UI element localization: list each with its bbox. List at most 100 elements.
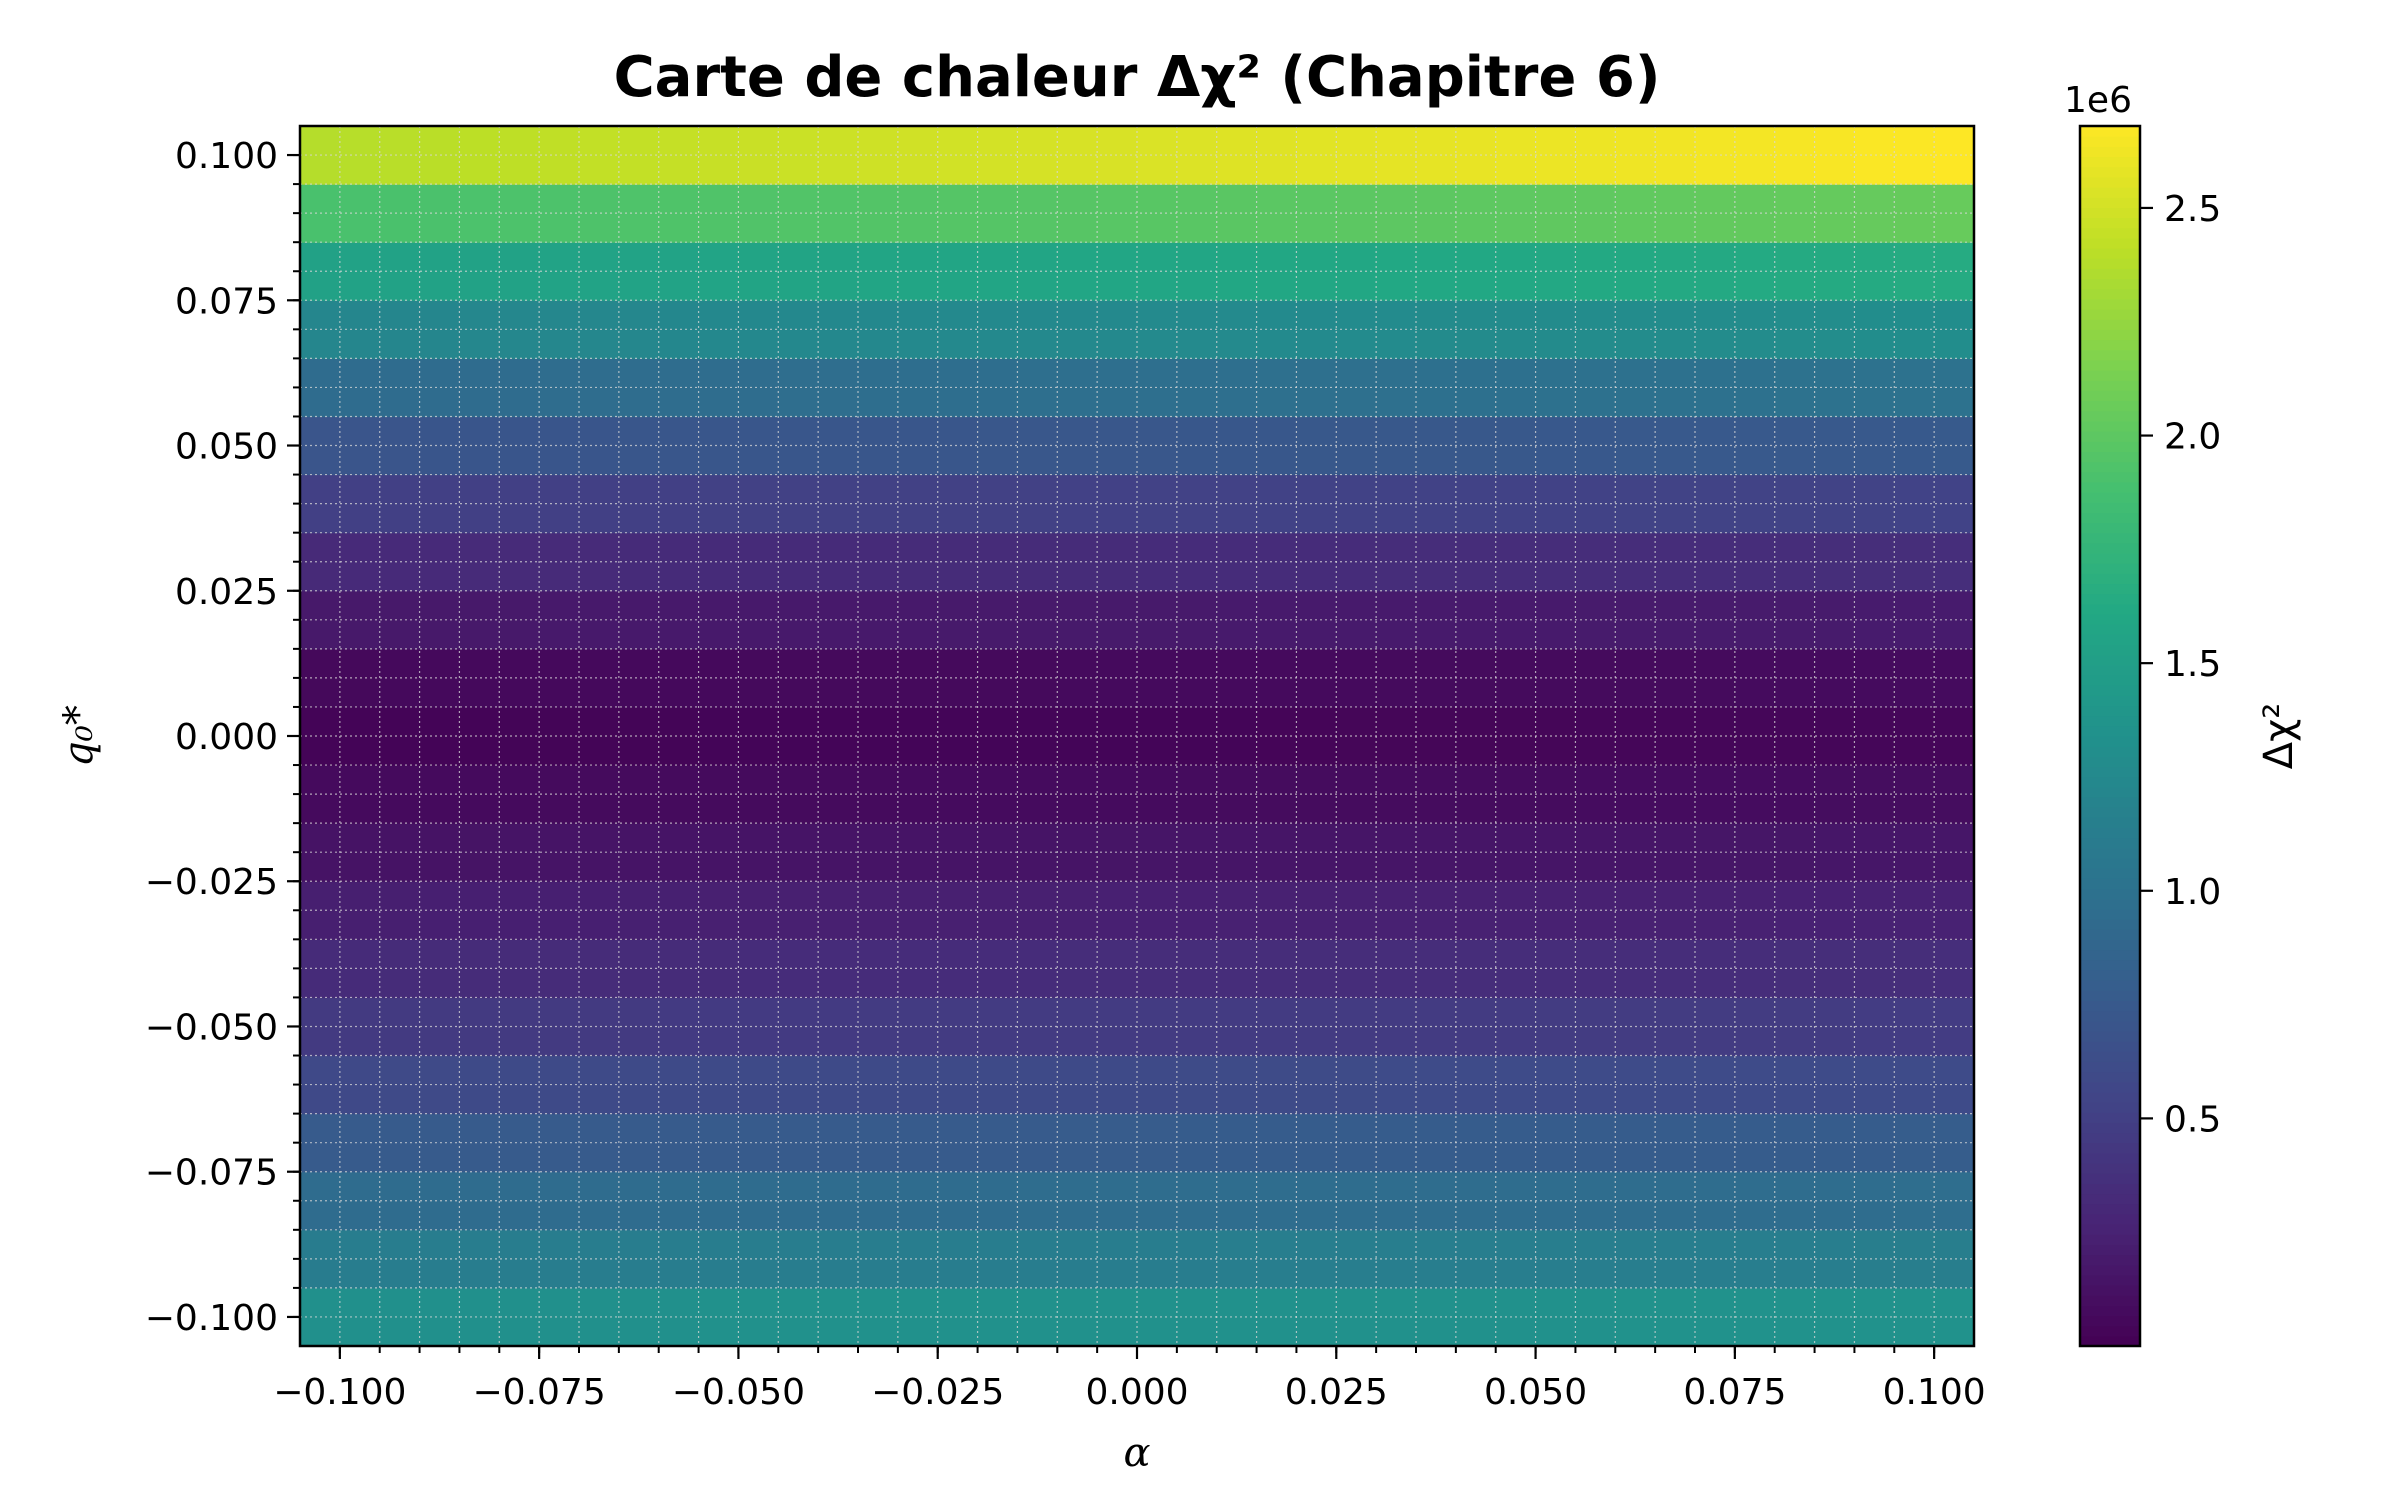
heatmap-cell [618,1171,660,1231]
colorbar-segment [2080,126,2140,137]
heatmap-cell [937,1171,979,1231]
heatmap-cell [778,1229,819,1289]
heatmap-cell [618,823,660,882]
heatmap-cell [818,358,859,418]
colorbar-segment [2080,1000,2140,1012]
y-tick-label: −0.100 [145,1298,278,1339]
heatmap-cell [897,1287,939,1347]
colorbar-segment [2080,624,2140,635]
colorbar-segment [2080,553,2140,564]
heatmap-cell [738,242,779,301]
colorbar-segment [2080,827,2140,839]
heatmap-cell [698,997,740,1057]
colorbar-segment [2080,837,2140,849]
heatmap-cell [778,184,819,243]
colorbar-segment [2080,1234,2140,1245]
colorbar-segment [2080,1244,2140,1256]
colorbar-tick-label: 2.5 [2164,189,2221,230]
colorbar-segment [2080,1112,2140,1123]
colorbar-segment [2080,593,2140,605]
heatmap-cell [897,1229,939,1289]
colorbar-segment [2080,756,2140,768]
heatmap-cell [937,648,979,708]
heatmap-cell [658,706,700,766]
heatmap-cell [698,532,740,592]
colorbar-segment [2080,1122,2140,1134]
colorbar-segment [2080,949,2140,961]
heatmap-cell [698,126,740,185]
heatmap-cell [698,939,740,999]
heatmap-cell [858,1055,899,1115]
colorbar-segment [2080,980,2140,991]
colorbar-segment [2080,644,2140,656]
colorbar-segment [2080,1183,2140,1195]
y-tick-label: 0.075 [175,281,278,322]
heatmap-cell [698,1287,740,1347]
colorbar-segment [2080,1041,2140,1052]
heatmap-cell [897,126,939,185]
y-tick-label: 0.100 [175,136,278,177]
heatmap-cell [778,1171,819,1231]
colorbar-segment [2080,685,2140,696]
colorbar-segment [2080,542,2140,554]
heatmap-cell [738,1055,779,1115]
colorbar-segment [2080,502,2140,513]
heatmap-cell [738,532,779,592]
heatmap-cell [897,765,939,824]
heatmap-cell [937,1113,979,1173]
heatmap-cell [738,126,779,185]
colorbar-segment [2080,1315,2140,1327]
colorbar-segment [2080,1163,2140,1174]
heatmap-cell [658,300,700,359]
colorbar-segment [2080,1132,2140,1144]
heatmap-cell [858,823,899,882]
heatmap-cell [778,823,819,882]
colorbar-tick-label: 0.5 [2164,1099,2221,1140]
colorbar-segment [2080,136,2140,147]
heatmap-cell [897,474,939,534]
colorbar: 0.5 1.0 1.5 2.0 2.5 [2078,124,2221,1348]
heatmap-cell [858,648,899,708]
heatmap-cell [658,590,700,650]
heatmap-cell [778,648,819,708]
heatmap-cell [897,997,939,1057]
colorbar-segment [2080,1051,2140,1062]
heatmap-cell [897,939,939,999]
colorbar-segment [2080,583,2140,595]
heatmap-cell [778,300,819,359]
heatmap-cell [658,648,700,708]
colorbar-segment [2080,1274,2140,1286]
heatmap-cell [778,706,819,766]
heatmap-cell [778,997,819,1057]
heatmap-cell [738,358,779,418]
colorbar-segment [2080,573,2140,585]
heatmap-cell [618,242,660,301]
x-axis-label: α [1123,1430,1150,1476]
heatmap-cell [858,416,899,476]
heatmap-cell [937,823,979,882]
colorbar-segment [2080,359,2140,371]
heatmap-cell [698,1113,740,1173]
heatmap-cell [818,300,859,359]
heatmap-cell [658,823,700,882]
heatmap-cell [818,1113,859,1173]
colorbar-segment [2080,1264,2140,1276]
heatmap-cell [818,648,859,708]
heatmap-cell [618,184,660,243]
heatmap-cell [738,823,779,882]
heatmap-cell [818,532,859,592]
colorbar-segment [2080,634,2140,646]
heatmap-cell [778,1113,819,1173]
colorbar-segment [2080,268,2140,280]
heatmap-cell [897,881,939,940]
heatmap-cell [818,416,859,476]
colorbar-segment [2080,1020,2140,1032]
y-tick-label: −0.050 [145,1007,278,1048]
heatmap-cell [738,1287,779,1347]
heatmap-cell [937,1287,979,1347]
heatmap-cell [738,997,779,1057]
y-axis-label: q₀* [56,705,102,767]
heatmap-cell [738,300,779,359]
